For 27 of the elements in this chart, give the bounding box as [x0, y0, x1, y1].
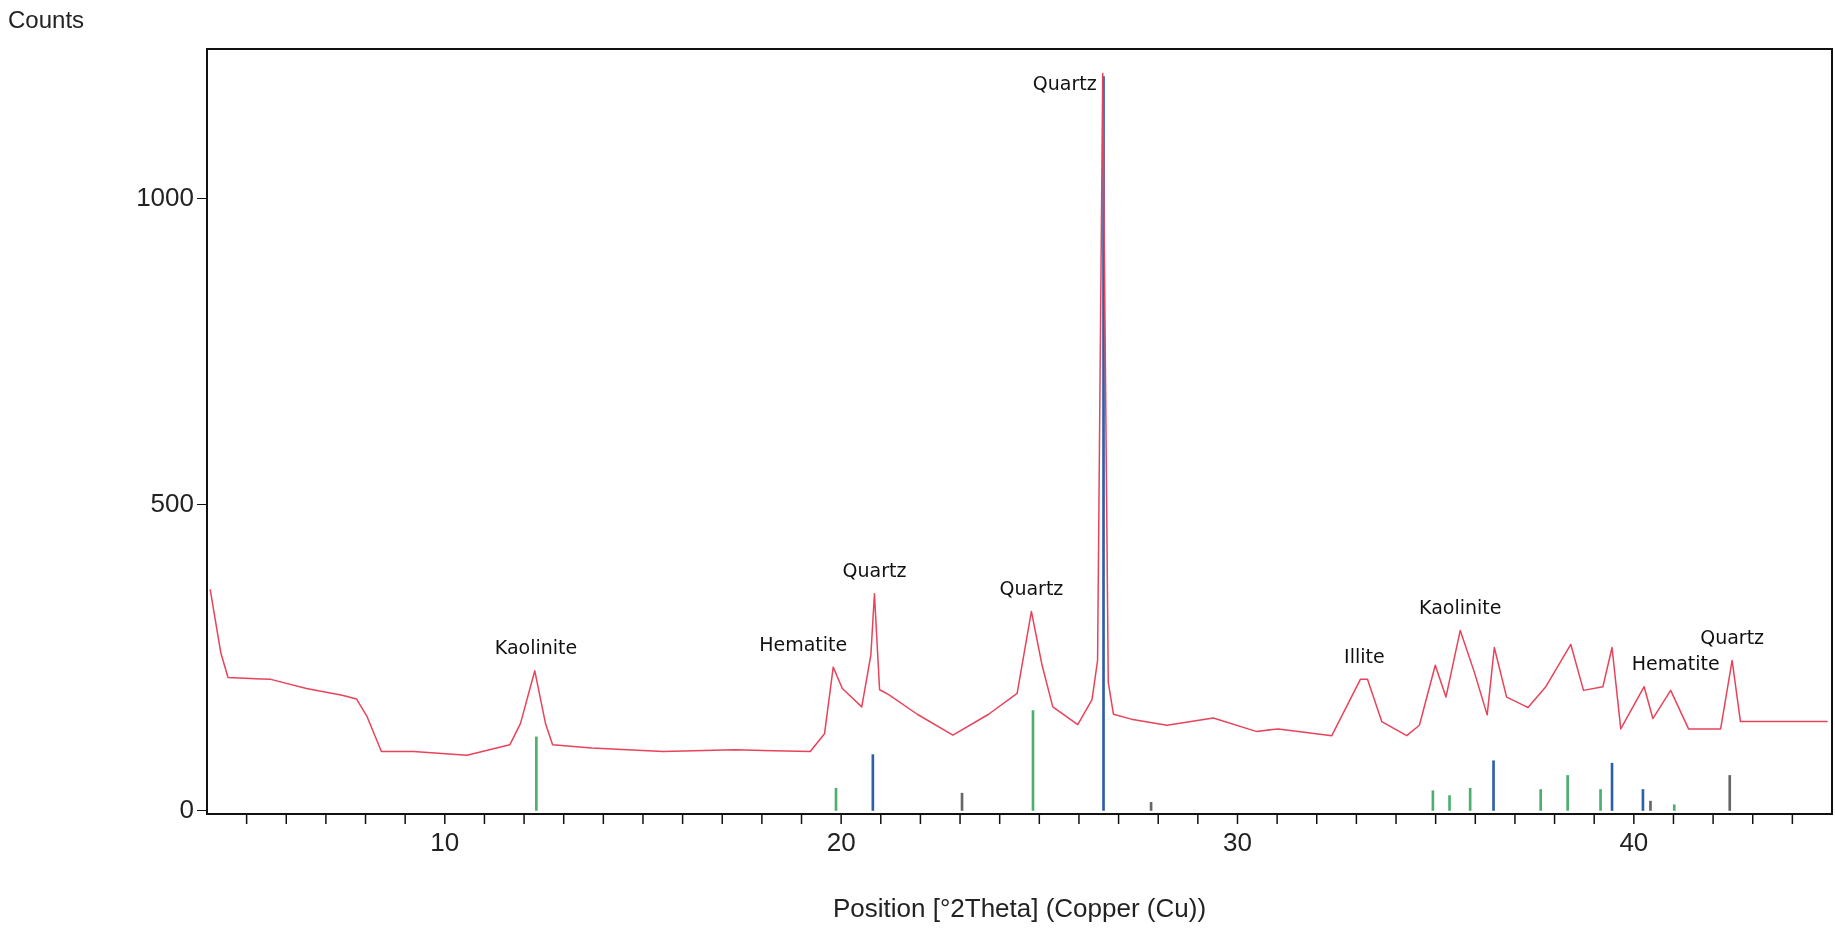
y-tick-label: 500 — [150, 488, 194, 519]
bar — [1728, 775, 1732, 811]
y-tick-label: 1000 — [136, 182, 194, 213]
annotation: Hematite — [1631, 652, 1720, 675]
annotation: Quartz — [1700, 625, 1765, 648]
bar — [1566, 775, 1569, 811]
y-tick-label: 0 — [179, 794, 194, 825]
bar — [535, 736, 538, 811]
y-axis-title: Counts — [8, 6, 85, 34]
x-tick-label: 40 — [1619, 826, 1649, 857]
annotation: Illite — [1344, 644, 1385, 667]
annotation: Quartz — [999, 576, 1064, 599]
x-tick-label: 20 — [826, 826, 856, 857]
bar — [1672, 804, 1676, 811]
bar — [1649, 800, 1652, 811]
annotation: Kaolinite — [1419, 595, 1502, 618]
annotation: Kaolinite — [494, 636, 578, 659]
annotation: Hematite — [759, 632, 848, 655]
bar — [1492, 760, 1495, 811]
bar — [1599, 789, 1602, 811]
bar — [1448, 795, 1451, 811]
bar — [1539, 789, 1543, 811]
annotation: Quartz — [842, 559, 907, 582]
x-tick-label: 30 — [1223, 826, 1252, 857]
annotation: Quartz — [1032, 71, 1097, 94]
x-tick-label: 10 — [430, 826, 460, 857]
x-axis-title: Position [°2Theta] (Copper (Cu)) — [832, 892, 1207, 923]
